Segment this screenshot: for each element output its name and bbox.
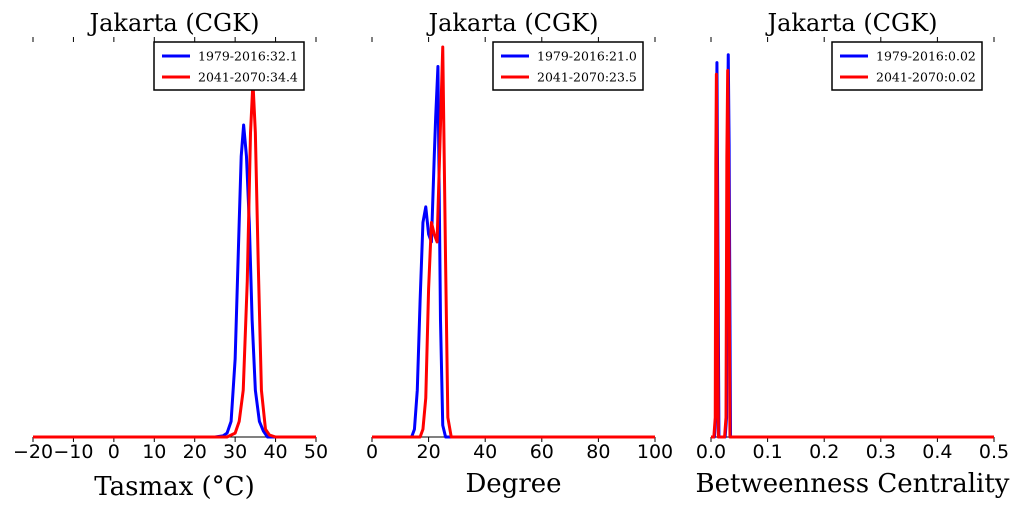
legend: 1979-2016:0.02 2041-2070:0.02 xyxy=(831,41,983,91)
x-tick-label: 0.4 xyxy=(922,441,952,463)
x-axis-label: Tasmax (°C) xyxy=(94,472,254,502)
x-axis-label: Degree xyxy=(465,469,561,499)
x-tick-label: 0.0 xyxy=(696,441,726,463)
legend: 1979-2016:32.1 2041-2070:34.4 xyxy=(153,41,305,91)
x-tick-label: 0 xyxy=(108,441,120,463)
legend-label: 2041-2070:0.02 xyxy=(876,70,976,85)
x-tick-label: −20 xyxy=(13,441,53,463)
series-line-2 xyxy=(33,80,316,439)
x-tick-label: 20 xyxy=(417,441,441,463)
series-line-1 xyxy=(372,65,655,439)
series-line-2 xyxy=(372,45,655,439)
legend-box xyxy=(831,41,983,91)
x-tick-label: 30 xyxy=(223,441,247,463)
x-tick-label: 40 xyxy=(473,441,497,463)
chart-panel-3: Jakarta (CGK) 0.0 0.1 0.2 0.3 0.4 0.5 Betweenne… xyxy=(696,9,1010,499)
legend-box xyxy=(492,41,644,91)
x-tick-label: 0 xyxy=(366,441,378,463)
x-tick-label: 20 xyxy=(183,441,207,463)
x-tick-label: 0.1 xyxy=(752,441,782,463)
legend-label: 1979-2016:0.02 xyxy=(876,49,976,64)
x-tick-label: 50 xyxy=(304,441,328,463)
series-line-2 xyxy=(711,68,994,439)
x-tick-label: 0.2 xyxy=(809,441,839,463)
x-tick-label: 40 xyxy=(263,441,287,463)
chart-title: Jakarta (CGK) xyxy=(425,9,598,37)
series-line-1 xyxy=(33,123,316,439)
chart-title: Jakarta (CGK) xyxy=(86,9,259,37)
x-axis-label: Betweenness Centrality xyxy=(696,469,1010,499)
legend-label: 2041-2070:23.5 xyxy=(537,70,637,85)
series-line-1 xyxy=(711,53,994,439)
x-tick-label: 60 xyxy=(530,441,554,463)
legend-label: 1979-2016:32.1 xyxy=(198,49,298,64)
legend-label: 1979-2016:21.0 xyxy=(537,49,637,64)
x-tick-label: 10 xyxy=(142,441,166,463)
chart-panel-2: Jakarta (CGK) 0 20 40 60 80 100 Degree 1979-2016… xyxy=(366,9,673,499)
legend: 1979-2016:21.0 2041-2070:23.5 xyxy=(492,41,644,91)
x-tick-label: 0.3 xyxy=(866,441,896,463)
x-tick-label: 0.5 xyxy=(979,441,1009,463)
x-tick-label: 100 xyxy=(637,441,673,463)
chart-title: Jakarta (CGK) xyxy=(764,9,937,37)
legend-box xyxy=(153,41,305,91)
x-tick-label: −10 xyxy=(53,441,93,463)
legend-label: 2041-2070:34.4 xyxy=(198,70,298,85)
chart-panel-1: Jakarta (CGK) −20 −10 0 10 20 30 40 50 Tasmax (°C… xyxy=(13,9,328,502)
x-tick-label: 80 xyxy=(586,441,610,463)
